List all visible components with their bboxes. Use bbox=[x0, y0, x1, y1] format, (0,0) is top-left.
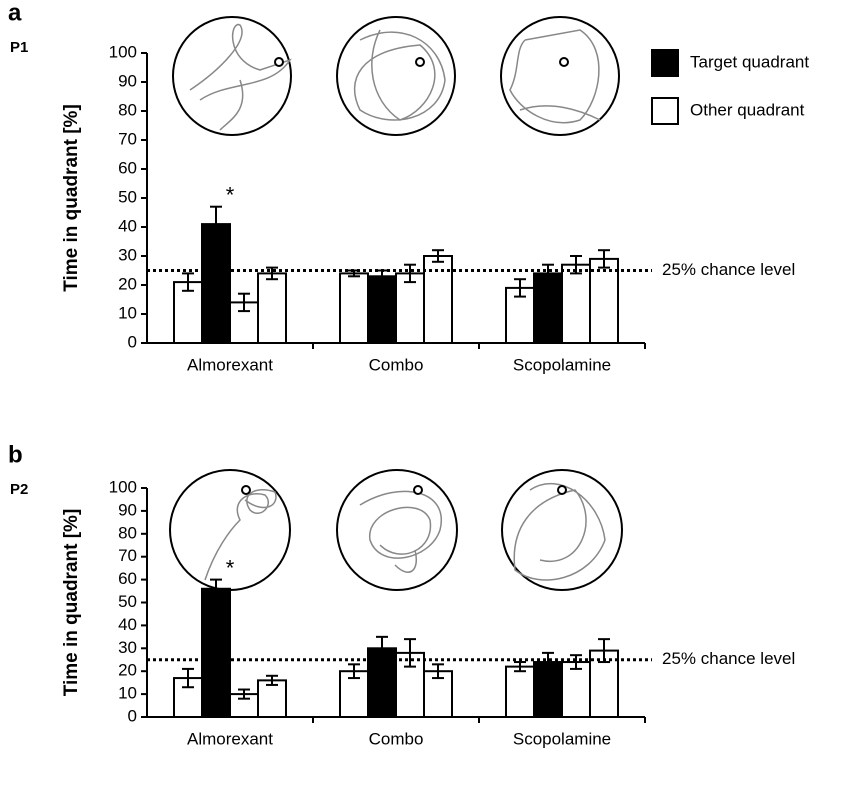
arena bbox=[500, 16, 620, 136]
bar bbox=[561, 263, 591, 345]
legend-label: Target quadrant bbox=[690, 52, 809, 71]
arena bbox=[336, 469, 458, 591]
panel-subtitle: P2 bbox=[10, 481, 28, 498]
y-tick-label: 10 bbox=[118, 684, 137, 703]
bar bbox=[339, 272, 369, 344]
track-plots bbox=[169, 16, 623, 591]
y-tick-label: 60 bbox=[118, 158, 137, 177]
chance-label: 25% chance level bbox=[662, 649, 795, 668]
annotation: * bbox=[226, 183, 235, 208]
y-tick-label: 40 bbox=[118, 615, 137, 634]
y-axis-label: Time in quadrant [%] bbox=[61, 509, 82, 697]
y-tick-label: 80 bbox=[118, 523, 137, 542]
y-tick-label: 30 bbox=[118, 638, 137, 657]
bar bbox=[367, 275, 397, 344]
x-tick-label: Combo bbox=[369, 729, 424, 748]
bar bbox=[257, 272, 287, 344]
x-tick-label: Almorexant bbox=[187, 355, 273, 374]
y-tick-label: 90 bbox=[118, 500, 137, 519]
y-tick-label: 100 bbox=[109, 42, 137, 61]
y-tick-label: 50 bbox=[118, 592, 137, 611]
x-tick-label: Scopolamine bbox=[513, 729, 611, 748]
panel-label: a bbox=[8, 0, 22, 26]
x-tick-label: Combo bbox=[369, 355, 424, 374]
swim-path bbox=[189, 24, 292, 131]
bar bbox=[173, 281, 203, 345]
platform bbox=[559, 57, 569, 67]
x-tick-label: Scopolamine bbox=[513, 355, 611, 374]
y-tick-label: 70 bbox=[118, 546, 137, 565]
y-tick-label: 60 bbox=[118, 569, 137, 588]
y-tick-label: 70 bbox=[118, 129, 137, 148]
platform bbox=[274, 57, 284, 67]
y-tick-label: 0 bbox=[128, 332, 137, 351]
y-tick-label: 50 bbox=[118, 187, 137, 206]
bar bbox=[201, 587, 231, 719]
bar bbox=[533, 272, 563, 344]
y-tick-label: 80 bbox=[118, 100, 137, 119]
panel-label: b bbox=[8, 441, 23, 468]
arena bbox=[336, 16, 456, 136]
y-tick-label: 90 bbox=[118, 71, 137, 90]
swim-path bbox=[204, 489, 277, 581]
annotation: * bbox=[226, 555, 235, 580]
y-tick-label: 100 bbox=[109, 477, 137, 496]
bar bbox=[561, 661, 591, 718]
y-tick-label: 0 bbox=[128, 706, 137, 725]
platform bbox=[557, 485, 567, 495]
swim-path bbox=[509, 29, 601, 124]
legend-label: Other quadrant bbox=[690, 100, 805, 119]
y-tick-label: 20 bbox=[118, 274, 137, 293]
legend-swatch bbox=[651, 97, 679, 125]
platform bbox=[241, 485, 251, 495]
bar bbox=[505, 665, 535, 718]
platform bbox=[415, 57, 425, 67]
panel-subtitle: P1 bbox=[10, 39, 28, 56]
swim-path bbox=[359, 490, 443, 573]
y-axis-label: Time in quadrant [%] bbox=[61, 104, 82, 292]
swim-path bbox=[513, 483, 606, 581]
x-tick-label: Almorexant bbox=[187, 729, 273, 748]
y-tick-label: 20 bbox=[118, 661, 137, 680]
arena bbox=[172, 16, 292, 136]
swim-path bbox=[353, 29, 446, 121]
legend-swatch bbox=[651, 49, 679, 77]
y-tick-label: 30 bbox=[118, 245, 137, 264]
platform bbox=[413, 485, 423, 495]
y-tick-label: 10 bbox=[118, 303, 137, 322]
bar bbox=[395, 272, 425, 344]
y-tick-label: 40 bbox=[118, 216, 137, 235]
chance-label: 25% chance level bbox=[662, 260, 795, 279]
